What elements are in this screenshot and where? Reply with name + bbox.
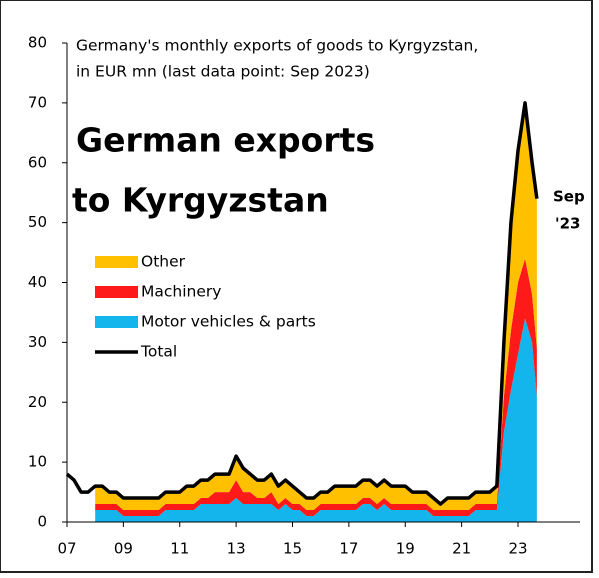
- y-tick-label: 30: [28, 333, 47, 351]
- note-line: Germany's monthly exports of goods to Ky…: [76, 37, 478, 55]
- x-tick-label: 07: [57, 540, 76, 558]
- y-tick-label: 20: [28, 393, 47, 411]
- annotation: Sep: [553, 188, 585, 206]
- x-tick-label: 09: [114, 540, 133, 558]
- legend-swatch: [95, 256, 138, 268]
- y-tick-label: 50: [28, 213, 47, 231]
- x-tick-label: 11: [170, 540, 189, 558]
- x-tick-label: 19: [396, 540, 415, 558]
- legend-label: Motor vehicles & parts: [141, 313, 316, 331]
- x-tick-label: 23: [508, 540, 527, 558]
- annotation: '23: [555, 215, 580, 233]
- legend-label: Machinery: [141, 283, 221, 301]
- legend-label: Other: [141, 253, 186, 271]
- y-tick-label: 40: [28, 273, 47, 291]
- note-line: in EUR mn (last data point: Sep 2023): [76, 63, 370, 81]
- y-tick-label: 10: [28, 453, 47, 471]
- x-tick-label: 21: [452, 540, 471, 558]
- chart-title: to Kyrgyzstan: [72, 181, 329, 220]
- y-tick-label: 80: [28, 34, 47, 52]
- line: [65, 101, 539, 506]
- legend-swatch: [95, 286, 138, 298]
- x-tick-label: 15: [283, 540, 302, 558]
- legend-label: Total: [140, 343, 177, 361]
- chart-title: German exports: [76, 121, 375, 160]
- y-tick-label: 60: [28, 153, 47, 171]
- y-tick-label: 70: [28, 93, 47, 111]
- x-tick-label: 13: [227, 540, 246, 558]
- legend-swatch: [95, 316, 138, 328]
- y-tick-label: 0: [37, 513, 47, 531]
- x-tick-label: 17: [339, 540, 358, 558]
